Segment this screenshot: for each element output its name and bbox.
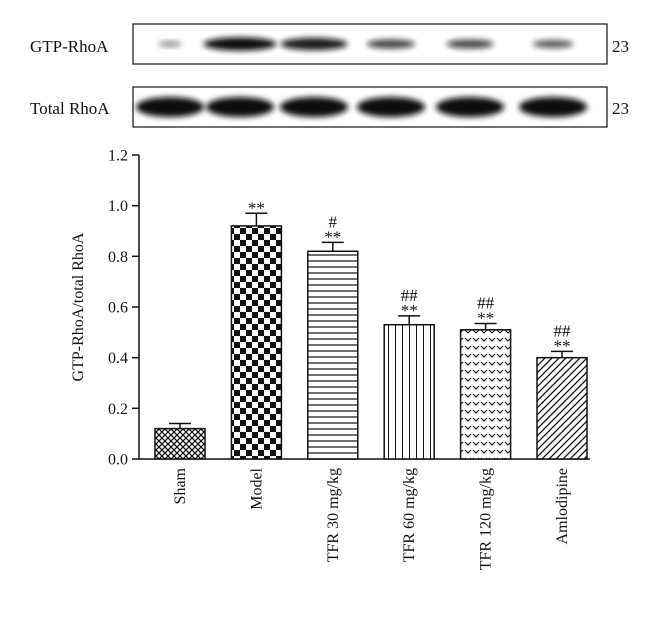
bar-chart: GTP-RhoA/total RhoA 0.0 0.2 0.4 0.6 0.8 1.0 1.… — [70, 148, 590, 570]
blot-label-total-rhoa: Total RhoA — [30, 99, 110, 118]
blot-band-gtp-rhoa-1 — [158, 41, 182, 47]
bar-amlodipine — [536, 356, 588, 460]
blot-bands-total-rhoa — [136, 97, 587, 117]
bar-model — [230, 225, 283, 460]
x-tick-label-tfr-60-mg-kg: TFR 60 mg/kg — [401, 468, 418, 562]
bar-tfr-60-mg-kg — [383, 323, 435, 460]
x-tick-label-tfr-120-mg-kg: TFR 120 mg/kg — [478, 468, 495, 570]
significance-label: ## — [477, 293, 495, 312]
blot-bands-gtp-rhoa — [158, 37, 574, 51]
significance-label: ** — [401, 301, 418, 320]
blot-marker-gtp-rhoa: 23 — [612, 37, 629, 56]
x-tick-label-sham: Sham — [172, 467, 189, 504]
blot-band-total-rhoa-1 — [136, 97, 204, 117]
y-tick-label: 1.2 — [108, 148, 128, 165]
blot-band-gtp-rhoa-6 — [532, 40, 574, 48]
bar-tfr-30-mg-kg — [307, 250, 359, 460]
y-tick-label: 0.2 — [108, 401, 128, 418]
bars: ****#**##**##**## — [154, 198, 588, 460]
y-tick-label: 0.8 — [108, 249, 128, 266]
blot-band-total-rhoa-2 — [206, 97, 274, 117]
blot-panel-gtp-rhoa: GTP-RhoA 23 — [30, 23, 629, 65]
significance-label: ** — [554, 336, 571, 355]
x-tick-labels: Sham Model TFR 30 mg/kg TFR 60 mg/kg TFR 120… — [172, 467, 571, 570]
significance-label: ** — [248, 198, 265, 217]
significance-label: ** — [477, 308, 494, 327]
blot-band-gtp-rhoa-2 — [203, 37, 277, 51]
x-tick-label-model: Model — [248, 467, 265, 509]
significance-label: ## — [554, 321, 572, 340]
bar-tfr-120-mg-kg — [459, 329, 512, 460]
significance-label: # — [329, 212, 338, 231]
blot-panel-total-rhoa: Total RhoA 23 — [30, 86, 629, 128]
y-tick-label: 0.6 — [108, 300, 128, 317]
y-tick-label: 0.4 — [108, 350, 128, 367]
blot-band-total-rhoa-3 — [280, 97, 348, 117]
significance-label: ** — [324, 227, 341, 246]
significance-label: ## — [401, 286, 419, 305]
blot-marker-total-rhoa: 23 — [612, 99, 629, 118]
y-axis-label: GTP-RhoA/total RhoA — [70, 232, 87, 381]
y-ticks: 0.0 0.2 0.4 0.6 0.8 1.0 1.2 — [108, 148, 139, 469]
blot-label-gtp-rhoa: GTP-RhoA — [30, 37, 109, 56]
blot-band-total-rhoa-6 — [519, 97, 587, 117]
blot-band-gtp-rhoa-3 — [280, 37, 348, 51]
y-tick-label: 0.0 — [108, 452, 128, 469]
x-tick-label-tfr-30-mg-kg: TFR 30 mg/kg — [325, 468, 342, 562]
y-tick-label: 1.0 — [108, 198, 128, 215]
x-tick-label-amlodipine: Amlodipine — [554, 468, 571, 544]
bar-sham — [154, 427, 206, 460]
blot-band-gtp-rhoa-5 — [446, 39, 494, 49]
blot-band-total-rhoa-5 — [436, 97, 504, 117]
blot-band-gtp-rhoa-4 — [366, 39, 416, 49]
blot-band-total-rhoa-4 — [357, 97, 425, 117]
